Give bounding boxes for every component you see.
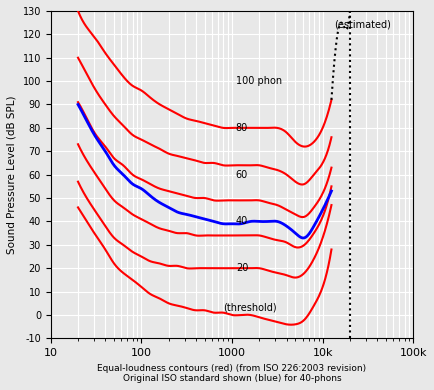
Y-axis label: Sound Pressure Level (dB SPL): Sound Pressure Level (dB SPL) [7, 96, 17, 254]
Text: 20: 20 [236, 263, 248, 273]
X-axis label: Equal-loudness contours (red) (from ISO 226:2003 revision)
Original ISO standard: Equal-loudness contours (red) (from ISO … [98, 363, 367, 383]
Text: 40: 40 [236, 216, 248, 227]
Text: (threshold): (threshold) [223, 303, 277, 313]
Text: 60: 60 [236, 170, 248, 180]
Text: (estimated): (estimated) [335, 20, 391, 30]
Text: 80: 80 [236, 123, 248, 133]
Text: 100 phon: 100 phon [236, 76, 282, 86]
